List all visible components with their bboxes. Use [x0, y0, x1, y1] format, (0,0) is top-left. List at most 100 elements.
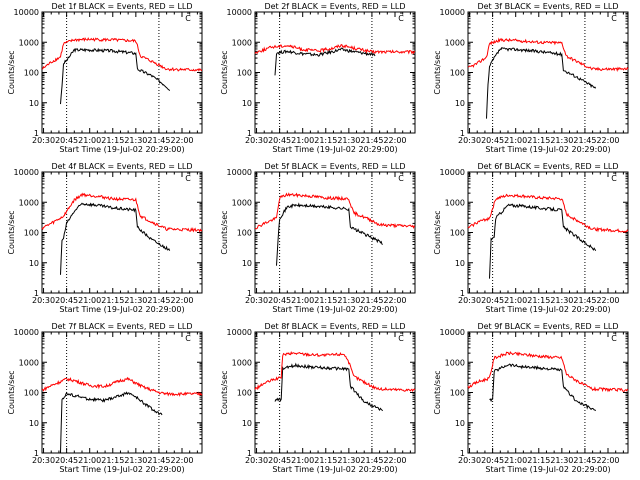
y-tick-label: 10000 — [440, 328, 465, 337]
x-axis-label: Start Time (19-Jul-02 20:29:00) — [485, 145, 610, 154]
y-axis-label: Counts/sec — [7, 370, 16, 414]
y-tick-label: 10000 — [227, 8, 252, 17]
x-tick-label: 20:30 — [32, 296, 55, 305]
x-tick-label: 20:30 — [458, 296, 481, 305]
y-tick-label: 1000 — [232, 198, 252, 207]
series-line-events — [276, 202, 383, 266]
chart-title: Det 1f BLACK = Events, RED = LLD — [51, 2, 192, 11]
x-tick-label: 21:00 — [504, 456, 527, 465]
x-tick-label: 21:15 — [101, 456, 124, 465]
x-tick-label: 21:30 — [124, 136, 147, 145]
chart-title: Det 2f BLACK = Events, RED = LLD — [264, 2, 405, 11]
y-tick-label: 1000 — [445, 358, 465, 367]
x-tick-label: 21:30 — [337, 136, 360, 145]
x-tick-label: 21:45 — [360, 296, 383, 305]
x-tick-label: 21:45 — [573, 136, 596, 145]
x-tick-label: 20:45 — [481, 136, 504, 145]
plot-frame — [41, 331, 203, 454]
x-tick-label: 22:00 — [383, 456, 406, 465]
chart-panel-9: Det 9f BLACK = Events, RED = LLD 1 10 100 10… — [433, 322, 629, 474]
x-tick-label: 20:45 — [55, 296, 78, 305]
x-tick-label: 21:00 — [291, 136, 314, 145]
plot-frame — [467, 11, 629, 134]
x-tick-label: 20:30 — [245, 296, 268, 305]
y-tick-label: 10000 — [14, 8, 39, 17]
y-axis-label: Counts/sec — [433, 50, 442, 94]
x-tick-label: 21:45 — [147, 456, 170, 465]
chart-panel-6: Det 6f BLACK = Events, RED = LLD 1 10 100 10… — [433, 162, 629, 314]
series-line-lld — [41, 192, 203, 233]
plot-frame — [41, 11, 203, 134]
y-tick-label: 100 — [450, 69, 465, 78]
y-tick-label: 1 — [247, 129, 252, 138]
marker-label: C — [398, 14, 404, 23]
y-axis-label: Counts/sec — [220, 370, 229, 414]
x-axis-label: Start Time (19-Jul-02 20:29:00) — [272, 465, 397, 474]
chart-panel-2: Det 2f BLACK = Events, RED = LLD 1 10 100 10… — [220, 2, 416, 154]
plot-frame — [467, 331, 629, 454]
series-line-events — [274, 47, 376, 76]
y-tick-label: 1 — [460, 449, 465, 458]
y-tick-label: 1 — [247, 289, 252, 298]
y-tick-label: 1 — [34, 289, 39, 298]
plot-frame — [41, 171, 203, 294]
y-axis-label: Counts/sec — [7, 210, 16, 254]
y-axis-label: Counts/sec — [220, 50, 229, 94]
x-tick-label: 21:15 — [101, 136, 124, 145]
x-tick-label: 21:30 — [124, 296, 147, 305]
x-tick-label: 21:45 — [573, 296, 596, 305]
x-tick-label: 20:30 — [32, 136, 55, 145]
y-tick-label: 1000 — [232, 38, 252, 47]
y-tick-label: 10000 — [14, 328, 39, 337]
x-axis-label: Start Time (19-Jul-02 20:29:00) — [485, 305, 610, 314]
series-line-events — [489, 363, 597, 412]
y-tick-label: 1 — [460, 289, 465, 298]
x-axis-label: Start Time (19-Jul-02 20:29:00) — [272, 145, 397, 154]
y-tick-label: 10 — [242, 99, 252, 108]
x-tick-label: 20:30 — [458, 136, 481, 145]
plot-frame — [467, 171, 629, 294]
y-tick-label: 100 — [24, 69, 39, 78]
series-line-events — [486, 47, 597, 119]
chart-panel-4: Det 4f BLACK = Events, RED = LLD 1 10 100 10… — [7, 162, 203, 314]
y-tick-label: 100 — [237, 69, 252, 78]
x-axis-label: Start Time (19-Jul-02 20:29:00) — [59, 305, 184, 314]
x-tick-label: 20:30 — [458, 456, 481, 465]
chart-title: Det 6f BLACK = Events, RED = LLD — [477, 162, 618, 171]
x-tick-label: 22:00 — [596, 136, 619, 145]
marker-label: C — [398, 174, 404, 183]
x-tick-label: 21:45 — [147, 136, 170, 145]
marker-label: C — [611, 14, 617, 23]
y-tick-label: 10000 — [440, 168, 465, 177]
series-line-lld — [254, 192, 416, 230]
series-line-events — [60, 202, 171, 275]
series-line-events — [60, 47, 171, 105]
x-tick-label: 21:15 — [314, 136, 337, 145]
chart-panel-1: Det 1f BLACK = Events, RED = LLD 1 10 100 10… — [7, 2, 203, 154]
x-tick-label: 21:15 — [314, 456, 337, 465]
x-tick-label: 21:00 — [78, 136, 101, 145]
y-tick-label: 10 — [455, 419, 465, 428]
x-tick-label: 20:45 — [481, 296, 504, 305]
y-tick-label: 1000 — [19, 38, 39, 47]
x-tick-label: 22:00 — [170, 456, 193, 465]
series-line-lld — [41, 376, 203, 397]
y-tick-label: 10 — [242, 419, 252, 428]
y-tick-label: 100 — [450, 229, 465, 238]
y-tick-label: 10 — [29, 99, 39, 108]
y-tick-label: 100 — [450, 389, 465, 398]
x-tick-label: 21:30 — [550, 136, 573, 145]
x-tick-label: 22:00 — [596, 296, 619, 305]
series-line-lld — [41, 37, 203, 72]
y-tick-label: 1000 — [19, 358, 39, 367]
y-tick-label: 10000 — [227, 168, 252, 177]
x-tick-label: 21:30 — [550, 456, 573, 465]
y-tick-label: 1000 — [232, 358, 252, 367]
y-tick-label: 100 — [237, 389, 252, 398]
x-tick-label: 21:00 — [78, 296, 101, 305]
series-line-lld — [467, 37, 629, 73]
chart-title: Det 3f BLACK = Events, RED = LLD — [477, 2, 618, 11]
x-tick-label: 20:45 — [268, 456, 291, 465]
x-tick-label: 20:30 — [245, 136, 268, 145]
x-tick-label: 22:00 — [170, 136, 193, 145]
